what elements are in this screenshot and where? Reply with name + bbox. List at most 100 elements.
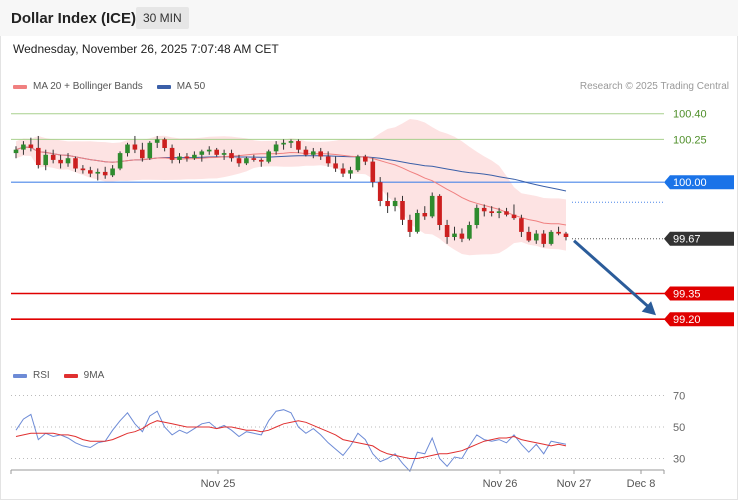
candle-body-down [50, 154, 56, 160]
candle [244, 156, 249, 166]
candle-body-down [259, 159, 264, 162]
candle-body-down [511, 214, 517, 219]
candle-body-up [474, 207, 480, 225]
candle-body-up [496, 211, 502, 213]
candle [548, 230, 554, 246]
candle-body-up [415, 213, 420, 232]
x-tick-label: Nov 25 [201, 478, 236, 490]
candle [296, 139, 301, 154]
forecast-arrow-head-icon [641, 301, 656, 316]
candle-body-down [184, 156, 190, 159]
candle-body-down [36, 147, 41, 165]
candle [259, 158, 264, 167]
candle [199, 149, 205, 162]
candle-body-down [504, 211, 509, 215]
candle [73, 156, 78, 172]
candle [489, 206, 494, 217]
candle [43, 149, 48, 171]
rsi-9ma-line [15, 420, 567, 459]
rsi-swatch-icon [13, 373, 27, 378]
candle [110, 165, 115, 178]
price-legend: MA 20 + Bollinger Bands MA 50 [13, 81, 219, 92]
candle [28, 137, 34, 152]
candle [132, 135, 138, 154]
candle [504, 207, 509, 217]
legend-ma50[interactable]: MA 50 [156, 81, 205, 92]
candle [526, 226, 532, 243]
candle [13, 146, 19, 159]
candle-body-up [192, 154, 197, 159]
x-tick-label: Dec 8 [627, 478, 656, 490]
candle-body-up [429, 195, 435, 217]
candle [214, 147, 219, 157]
candle [363, 154, 368, 166]
candle-body-down [28, 144, 34, 148]
timestamp: Wednesday, November 26, 2025 7:07:48 AM … [13, 42, 279, 56]
candle-body-down [102, 171, 108, 176]
legend-rsi[interactable]: RSI [13, 370, 50, 381]
candle [481, 204, 487, 217]
candle [496, 207, 502, 219]
candle-body-up [125, 144, 130, 154]
candle-body-up [65, 158, 71, 164]
candle-body-up [43, 154, 48, 166]
candle [415, 209, 420, 234]
candle [58, 154, 63, 169]
candle-body-up [21, 144, 26, 150]
candle-body-down [318, 151, 323, 157]
candle [534, 230, 539, 244]
candle [95, 168, 101, 181]
candle [102, 166, 108, 179]
rsi-line [15, 409, 567, 473]
candle-body-up [110, 168, 115, 176]
candle-body-down [519, 218, 524, 232]
candle [154, 135, 160, 148]
candle-body-up [177, 156, 182, 160]
candle [80, 165, 86, 174]
candle-body-down [88, 170, 93, 174]
candle [474, 204, 480, 229]
rsi-tick-70: 70 [673, 390, 685, 402]
candle [333, 156, 338, 172]
rsi-tick-30: 30 [673, 454, 685, 466]
candle-body-up [13, 149, 19, 154]
legend-9ma[interactable]: 9MA [63, 370, 104, 381]
candle-body-down [162, 139, 167, 148]
candle [162, 137, 167, 152]
resistance-label-100.40: 100.40 [673, 109, 707, 121]
candle [303, 146, 309, 157]
candle [452, 226, 457, 241]
ma20-swatch-icon [13, 84, 27, 89]
candle [206, 146, 212, 155]
candle-body-down [80, 168, 86, 171]
candle [563, 231, 569, 241]
bollinger-band-area [16, 119, 566, 256]
forecast-arrow-line [573, 239, 651, 310]
candle [266, 149, 271, 164]
candle-body-down [325, 156, 331, 164]
candle-body-up [117, 153, 123, 169]
candle [325, 151, 331, 167]
candle-body-up [355, 156, 361, 171]
candle-body-up [548, 231, 554, 244]
candle [392, 197, 398, 212]
resistance-label-100.25: 100.25 [673, 134, 707, 146]
candle [377, 177, 383, 207]
legend-ma20-label: MA 20 + Bollinger Bands [33, 81, 143, 92]
candle [340, 163, 346, 178]
candle [311, 147, 316, 159]
candle [385, 192, 390, 214]
legend-ma20[interactable]: MA 20 + Bollinger Bands [13, 81, 143, 92]
candle [184, 153, 190, 162]
support-label-99.20: 99.20 [673, 314, 701, 326]
chart-title: Dollar Index (ICE) [11, 10, 137, 27]
candle-body-down [132, 144, 138, 150]
pivot-label-100.00: 100.00 [673, 177, 707, 189]
candle-body-up [467, 225, 472, 239]
timeframe-button[interactable]: 30 MIN [136, 7, 189, 29]
candle-body-down [437, 195, 442, 225]
candle-body-down [140, 149, 145, 159]
candle [236, 154, 242, 167]
ma9-swatch-icon [63, 373, 78, 378]
